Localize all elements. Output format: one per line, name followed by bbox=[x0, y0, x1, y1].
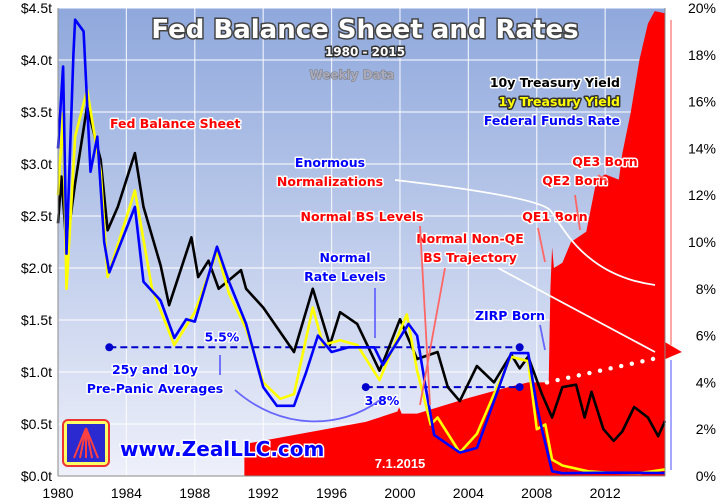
trajectory-dot bbox=[650, 356, 656, 362]
watermark: www.ZealLLC.com bbox=[120, 437, 324, 461]
y-right-tick-label: 16% bbox=[688, 94, 716, 110]
reference-dot bbox=[361, 383, 370, 392]
series-line-10y-treasury-yield bbox=[56, 105, 667, 443]
x-tick-label: 2004 bbox=[453, 485, 484, 501]
y-right-tick-label: 12% bbox=[688, 187, 716, 203]
x-tick-label: 1988 bbox=[179, 485, 210, 501]
annotation-label: 25y and 10y bbox=[112, 362, 198, 377]
y-right-tick-label: 8% bbox=[696, 281, 716, 297]
y-right-tick-label: 6% bbox=[696, 328, 716, 344]
annotation-label: QE3 Born bbox=[572, 154, 637, 169]
y-left-tick-label: $3.5t bbox=[21, 104, 52, 120]
date-label: 7.1.2015 bbox=[375, 456, 426, 471]
annotation-pointer bbox=[394, 179, 656, 286]
weekly-data-note: Weekly Data bbox=[309, 68, 394, 82]
annotation-pointer bbox=[419, 267, 446, 406]
x-tick-label: 2008 bbox=[521, 485, 552, 501]
annotations: Fed Balance Sheet and Rates 1980 - 2015 … bbox=[85, 14, 656, 471]
reference-dot bbox=[105, 343, 114, 352]
y-left-tick-label: $4.5t bbox=[21, 0, 52, 16]
x-tick-label: 1992 bbox=[248, 485, 279, 501]
legend-fed-funds: Federal Funds Rate bbox=[484, 113, 620, 128]
annotation-label: ZIRP Born bbox=[475, 308, 545, 323]
y-left-tick-label: $0.5t bbox=[21, 416, 52, 432]
annotation-pointer bbox=[497, 267, 656, 353]
y-left-tick-label: $2.5t bbox=[21, 208, 52, 224]
annotation-pointer bbox=[597, 174, 609, 183]
reference-dot bbox=[515, 343, 524, 352]
trajectory-dot bbox=[544, 380, 550, 385]
trajectory-dot bbox=[619, 363, 624, 369]
series-line-federal-funds-rate bbox=[56, 18, 666, 475]
y-right-tick-label: 2% bbox=[696, 421, 716, 437]
annotation-label: Normalizations bbox=[277, 174, 383, 189]
annotation-label: Normal BS Levels bbox=[301, 209, 424, 224]
y-left-tick-label: $0.0t bbox=[21, 468, 52, 484]
annotation-label: Enormous bbox=[295, 155, 365, 170]
trajectory-dot bbox=[566, 375, 571, 380]
x-tick-label: 2000 bbox=[384, 485, 415, 501]
y-right-tick-label: 18% bbox=[688, 47, 716, 63]
legend-ten-year: 10y Treasury Yield bbox=[490, 75, 620, 90]
chart-title: Fed Balance Sheet and Rates bbox=[151, 15, 578, 45]
zeal-logo bbox=[62, 419, 110, 467]
y-left-tick-label: $2.0t bbox=[21, 260, 52, 276]
axes: 1980 1984 1988 1992 1996 2000 2004 2008 2012 $0.0… bbox=[21, 0, 716, 501]
y-left-tick-label: $1.0t bbox=[21, 364, 52, 380]
chart-subtitle: 1980 - 2015 bbox=[325, 45, 405, 59]
y-right-tick-label: 14% bbox=[688, 140, 716, 156]
trajectory-dot bbox=[555, 377, 560, 383]
balance-sheet-area-path bbox=[244, 11, 666, 476]
annotation-label: Rate Levels bbox=[304, 269, 386, 284]
trajectory-dot bbox=[576, 373, 582, 378]
annotation-label: Pre-Panic Averages bbox=[87, 381, 224, 396]
trajectory-dot bbox=[597, 368, 603, 373]
x-tick-label: 1996 bbox=[316, 485, 347, 501]
annotation-label: Normal Non-QE bbox=[416, 231, 524, 246]
annotation-label: BS Trajectory bbox=[423, 250, 517, 265]
y-left-tick-label: $1.5t bbox=[21, 312, 52, 328]
reference-label: 5.5% bbox=[205, 329, 240, 344]
annotation-pointer bbox=[539, 324, 546, 351]
rate-lines bbox=[56, 18, 667, 475]
trajectory-dot bbox=[608, 366, 613, 371]
x-tick-label: 2012 bbox=[590, 485, 621, 501]
annotation-pointer bbox=[574, 194, 581, 231]
y-right-tick-label: 20% bbox=[688, 0, 716, 16]
balance-sheet-area bbox=[244, 11, 666, 476]
y-right-tick-label: 4% bbox=[696, 374, 716, 390]
x-tick-label: 1984 bbox=[111, 485, 142, 501]
trajectory-dot bbox=[640, 359, 645, 364]
trajectory-dot bbox=[629, 361, 635, 366]
reference-dot bbox=[515, 383, 524, 392]
annotation-label: Normal bbox=[320, 250, 371, 265]
y-right-tick-label: 0% bbox=[696, 468, 716, 484]
y-left-tick-label: $3.0t bbox=[21, 156, 52, 172]
annotation-label: Fed Balance Sheet bbox=[110, 116, 240, 131]
x-tick-label: 1980 bbox=[42, 485, 73, 501]
annotation-pointer bbox=[419, 225, 431, 406]
y-left-tick-label: $4.0t bbox=[21, 52, 52, 68]
trajectory-dot bbox=[587, 370, 592, 376]
y-right-tick-label: 10% bbox=[688, 234, 716, 250]
annotation-pointer bbox=[234, 389, 381, 423]
annotation-pointer bbox=[537, 227, 546, 263]
annotation-label: QE2 Born bbox=[542, 173, 607, 188]
legend-one-year: 1y Treasury Yield bbox=[499, 94, 620, 109]
